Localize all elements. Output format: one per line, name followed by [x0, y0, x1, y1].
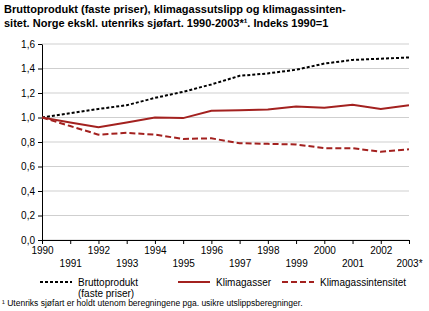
x-tick: 1995 — [173, 240, 196, 269]
y-tick-label: 0,4 — [21, 186, 35, 197]
x-tick-mark — [324, 240, 325, 244]
x-tick-mark — [42, 240, 43, 244]
y-tick-mark — [38, 191, 42, 192]
x-tick: 1998 — [257, 240, 280, 256]
x-axis: 1990 1991 1992 1993 1994 1995 1996 1997 1998 1999… — [31, 240, 422, 269]
x-tick-mark — [183, 240, 184, 244]
x-tick-mark — [409, 240, 410, 244]
x-tick-label: 1990 — [31, 245, 54, 256]
grid-line — [42, 191, 409, 192]
x-tick: 1991 — [60, 240, 83, 269]
x-tick-label: 2003* — [396, 258, 422, 269]
x-tick-mark — [211, 240, 212, 244]
y-axis: 0,0 0,2 0,4 0,6 0,8 1,0 1,2 1,4 1,6 — [21, 39, 42, 246]
x-tick: 1997 — [229, 240, 252, 269]
x-tick-label: 2002 — [370, 245, 393, 256]
grid-line — [42, 68, 409, 69]
x-tick: 1994 — [144, 240, 167, 256]
legend-label: Bruttoprodukt(faste priser) — [78, 277, 138, 299]
x-tick: 2000 — [314, 240, 337, 256]
footnote: ¹ Utenriks sjøfart er holdt utenom bereg… — [2, 298, 303, 308]
x-tick-label: 1996 — [201, 245, 224, 256]
y-tick-label: 0,2 — [21, 210, 35, 221]
x-tick-label: 2000 — [314, 245, 337, 256]
y-tick-mark — [38, 44, 42, 45]
grid-line — [42, 166, 409, 167]
series-line — [42, 57, 409, 117]
x-tick-mark — [353, 240, 354, 244]
y-tick: 0,4 — [21, 186, 42, 197]
y-tick-label: 0,8 — [21, 137, 35, 148]
x-tick-label: 1993 — [116, 258, 139, 269]
y-tick: 1,0 — [21, 112, 42, 123]
legend-label: Klimagasser — [216, 277, 272, 288]
y-tick-mark — [38, 167, 42, 168]
x-tick-label: 1991 — [60, 258, 83, 269]
grid — [42, 44, 409, 240]
grid-line — [42, 240, 409, 241]
series-line — [42, 105, 409, 128]
x-tick: 1996 — [201, 240, 224, 256]
legend-label: Klimagassintensitet — [320, 277, 406, 288]
x-axis-line — [43, 240, 410, 241]
y-tick-label: 1,2 — [21, 88, 35, 99]
x-tick-mark — [268, 240, 269, 244]
legend-swatch — [282, 281, 314, 283]
y-tick: 0,8 — [21, 137, 42, 148]
x-tick-mark — [155, 240, 156, 244]
y-tick-label: 1,6 — [21, 39, 35, 50]
title: Bruttoprodukt (faste priser), klimagassu… — [4, 3, 346, 15]
y-tick-label: 1,0 — [21, 112, 35, 123]
x-tick-mark — [381, 240, 382, 244]
y-tick-label: 0,0 — [21, 235, 35, 246]
y-tick: 0,6 — [21, 161, 42, 172]
y-tick: 1,4 — [21, 63, 42, 74]
x-tick-label: 1999 — [285, 258, 308, 269]
y-tick-mark — [38, 118, 42, 119]
y-axis-line — [42, 45, 43, 241]
x-tick-label: 1995 — [173, 258, 196, 269]
grid-line — [42, 93, 409, 94]
legend-swatch — [40, 281, 72, 283]
plot — [42, 57, 409, 151]
y-tick: 1,6 — [21, 39, 42, 50]
x-tick-label: 1994 — [144, 245, 167, 256]
x-tick-label: 2001 — [342, 258, 365, 269]
y-tick: 1,2 — [21, 88, 42, 99]
x-tick-mark — [98, 240, 99, 244]
x-tick-label: 1992 — [88, 245, 111, 256]
grid-line — [42, 142, 409, 143]
legend-swatch — [178, 281, 210, 283]
title: sitet. Norge ekskl. utenriks sjøfart. 19… — [4, 17, 328, 29]
x-tick-mark — [127, 240, 128, 244]
series-line — [42, 118, 409, 152]
x-tick: 2002 — [370, 240, 393, 256]
x-tick-label: 1998 — [257, 245, 280, 256]
y-tick-mark — [38, 93, 42, 94]
grid-line — [42, 44, 409, 45]
y-tick: 0,0 — [21, 235, 42, 246]
x-tick: 2003* — [396, 240, 422, 269]
x-tick-mark — [240, 240, 241, 244]
x-tick: 1990 — [31, 240, 54, 256]
x-tick: 1992 — [88, 240, 111, 256]
x-tick: 2001 — [342, 240, 365, 269]
x-tick-mark — [296, 240, 297, 244]
x-tick: 1993 — [116, 240, 139, 269]
legend: Bruttoprodukt(faste priser) Klimagasser Kl… — [40, 277, 406, 299]
grid-line — [42, 215, 409, 216]
y-tick-label: 0,6 — [21, 161, 35, 172]
chart: Bruttoprodukt (faste priser), klimagassu… — [0, 0, 429, 311]
grid-line — [42, 117, 409, 118]
y-tick-mark — [38, 69, 42, 70]
y-tick-label: 1,4 — [21, 63, 35, 74]
y-tick-mark — [38, 216, 42, 217]
y-tick: 0,2 — [21, 210, 42, 221]
y-tick-mark — [38, 240, 42, 241]
x-tick-mark — [70, 240, 71, 244]
x-tick: 1999 — [285, 240, 308, 269]
y-tick-mark — [38, 142, 42, 143]
x-tick-label: 1997 — [229, 258, 252, 269]
